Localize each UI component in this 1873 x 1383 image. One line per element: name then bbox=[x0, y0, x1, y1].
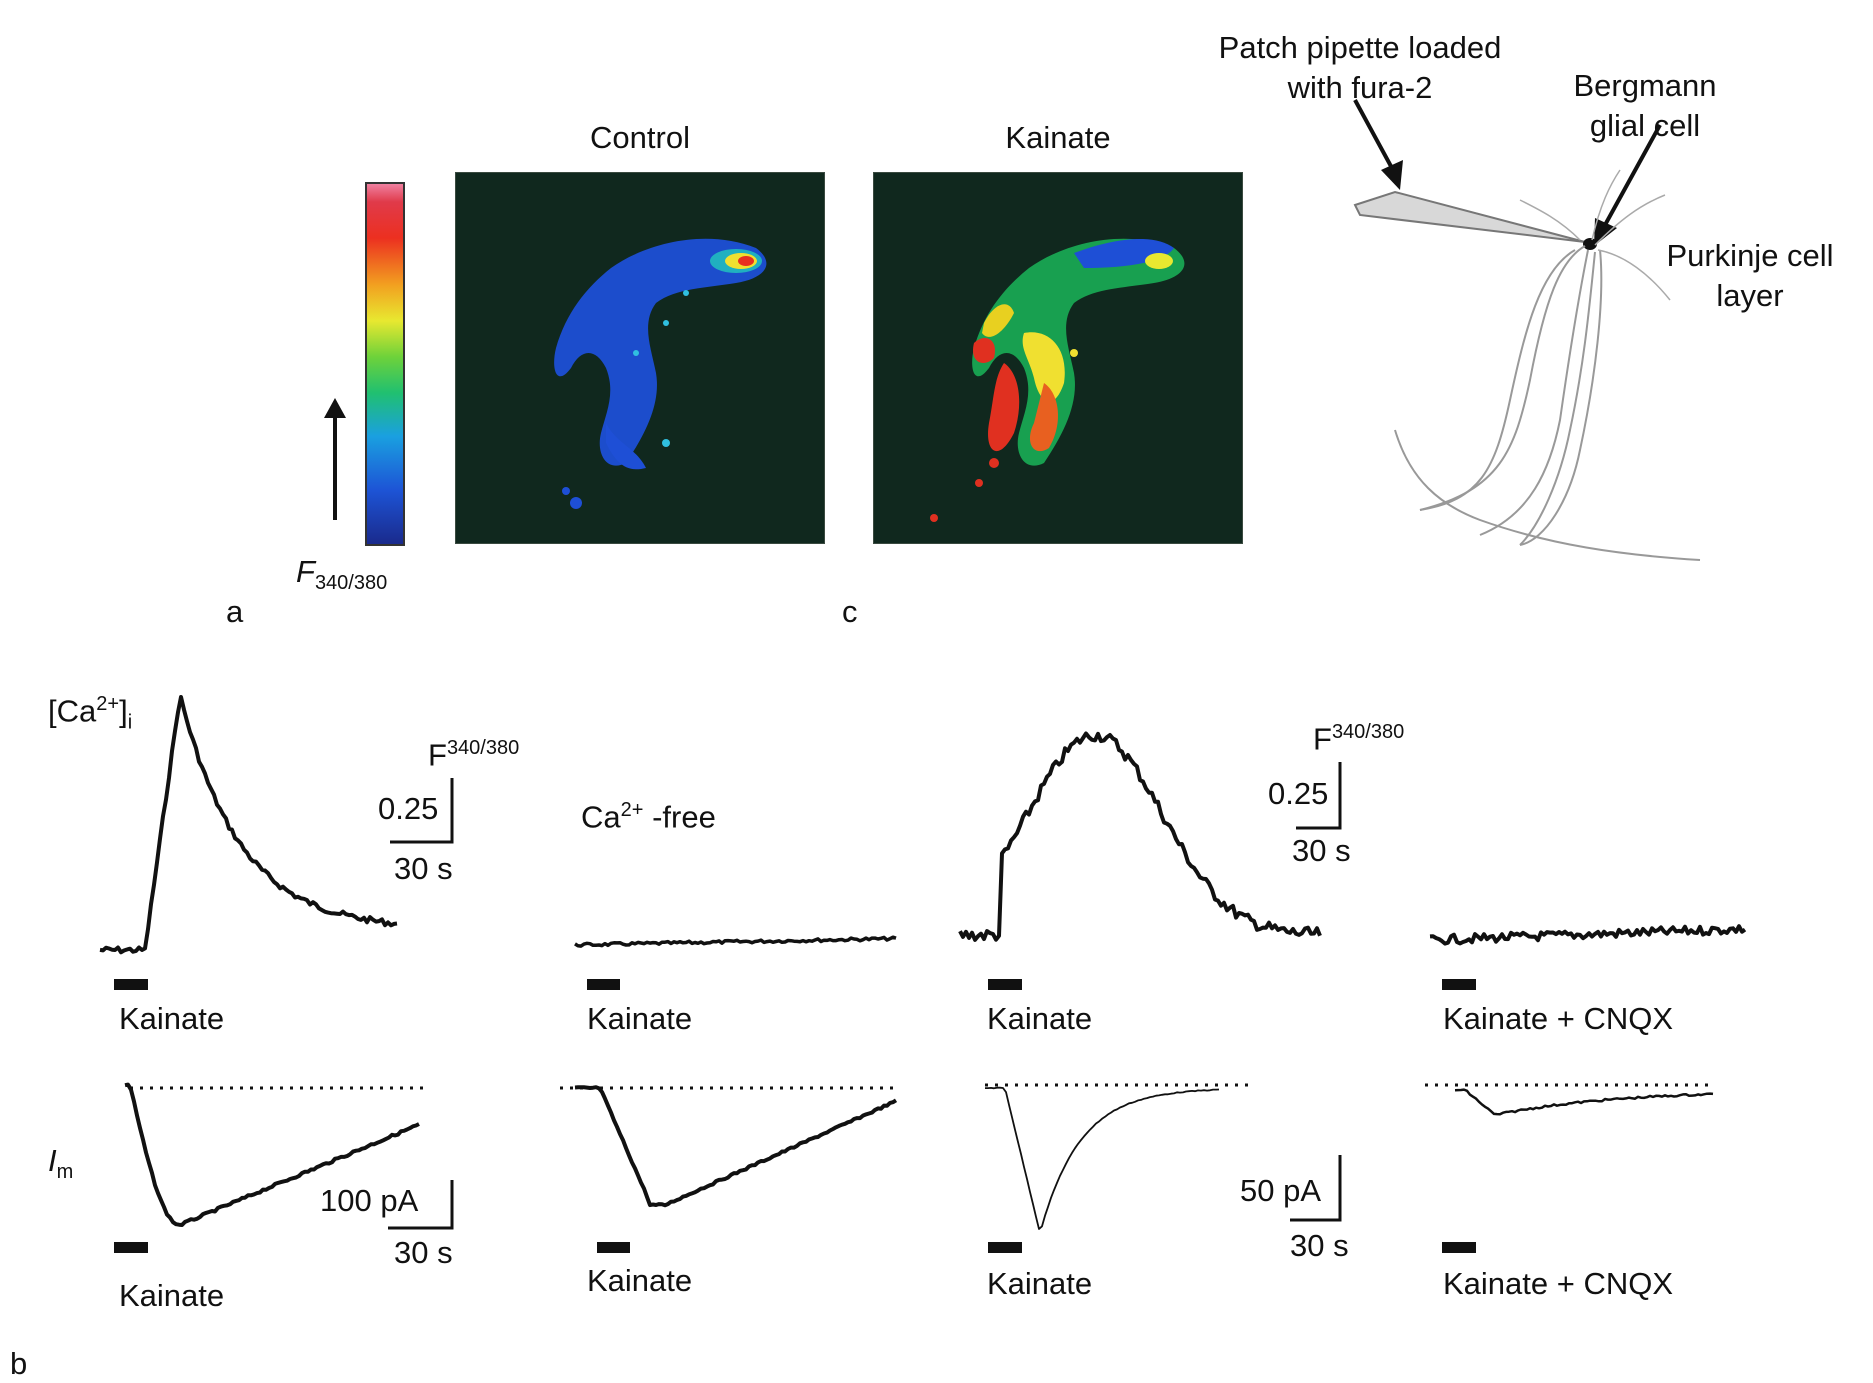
scale4-time: 30 s bbox=[1290, 1228, 1349, 1263]
stimulus-bar-5 bbox=[114, 1242, 148, 1253]
ca-stim-label-1: Kainate bbox=[119, 1001, 225, 1036]
scale3-time: 30 s bbox=[394, 1235, 453, 1270]
scale-bar-2 bbox=[1296, 762, 1342, 830]
stimulus-bar-6 bbox=[597, 1242, 630, 1253]
control-fura2-image bbox=[455, 172, 825, 544]
ca-trace-3 bbox=[958, 731, 1322, 942]
ca-stim-label-4: Kainate + CNQX bbox=[1443, 1001, 1674, 1036]
stimulus-bar-3 bbox=[988, 979, 1022, 990]
ca-stim-label-3: Kainate bbox=[987, 1001, 1093, 1036]
panel-letter-c: c bbox=[842, 594, 858, 629]
ca-free-label: Ca2+ -free bbox=[581, 799, 716, 835]
ca-stim-label-2: Kainate bbox=[587, 1001, 693, 1036]
im-stim-label-2: Kainate bbox=[587, 1263, 693, 1298]
panel-letter-b: b bbox=[10, 1346, 28, 1381]
scale1-f-label: F340/380 bbox=[428, 737, 520, 773]
bergmann-label-2: glial cell bbox=[1589, 108, 1701, 143]
im-trace-1 bbox=[124, 1082, 420, 1227]
scale-bar-4 bbox=[1290, 1155, 1342, 1222]
ratio-colorbar bbox=[365, 182, 405, 546]
im-stim-label-3: Kainate bbox=[987, 1266, 1093, 1301]
stimulus-bar-4 bbox=[1442, 979, 1476, 990]
scale-bar-1 bbox=[390, 778, 454, 844]
stimulus-bar-7 bbox=[988, 1242, 1022, 1253]
scale2-f-label: F340/380 bbox=[1313, 721, 1405, 757]
scale-bar-3 bbox=[388, 1180, 454, 1230]
kainate-title: Kainate bbox=[1005, 120, 1111, 155]
im-row-label: Im bbox=[48, 1143, 74, 1184]
pipette-label-2: with fura-2 bbox=[1287, 70, 1433, 105]
scale4-value: 50 pA bbox=[1240, 1173, 1322, 1208]
im-trace-2 bbox=[574, 1085, 898, 1208]
ca-trace-1 bbox=[99, 695, 398, 955]
scale2-value: 0.25 bbox=[1268, 776, 1329, 811]
purkinje-label-2: layer bbox=[1716, 278, 1784, 313]
kainate-fura2-image bbox=[873, 172, 1243, 544]
scale2-time: 30 s bbox=[1292, 833, 1351, 868]
ca-row-label: [Ca2+]i bbox=[48, 693, 133, 734]
im-trace-3 bbox=[985, 1086, 1220, 1230]
im-stim-label-1: Kainate bbox=[119, 1278, 225, 1313]
control-title: Control bbox=[590, 120, 690, 155]
stimulus-bar-1 bbox=[114, 979, 148, 990]
colorbar-label: F340/380 bbox=[296, 554, 388, 595]
purkinje-label-1: Purkinje cell bbox=[1666, 238, 1834, 273]
im-trace-4 bbox=[1454, 1088, 1714, 1116]
scale3-value: 100 pA bbox=[320, 1183, 419, 1218]
pipette-label-1: Patch pipette loaded bbox=[1218, 30, 1502, 65]
scale1-value: 0.25 bbox=[378, 791, 439, 826]
stimulus-bar-2 bbox=[587, 979, 620, 990]
ca-trace-4 bbox=[1429, 924, 1747, 946]
stimulus-bar-8 bbox=[1442, 1242, 1476, 1253]
scale1-time: 30 s bbox=[394, 851, 453, 886]
panel-letter-a: a bbox=[226, 594, 244, 629]
ca-trace-2 bbox=[574, 935, 897, 948]
im-stim-label-4: Kainate + CNQX bbox=[1443, 1266, 1674, 1301]
bergmann-label-1: Bergmann bbox=[1573, 68, 1717, 103]
